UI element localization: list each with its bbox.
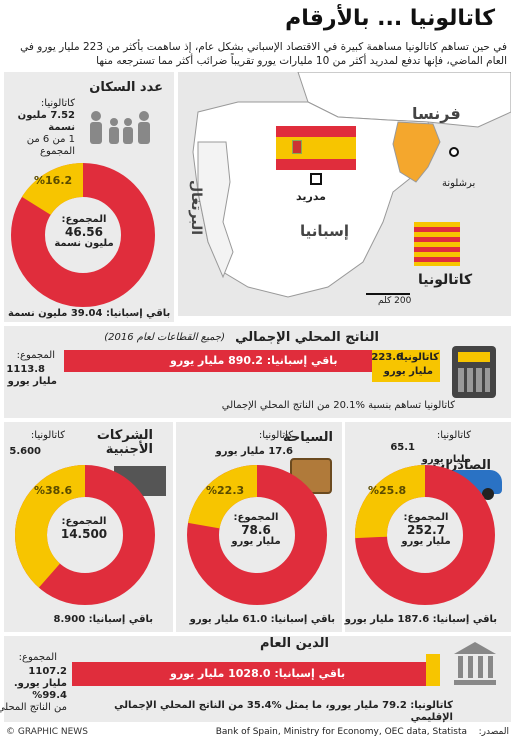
intro-text: في حين تساهم كاتالونيا مساهمة كبيرة في ا…: [20, 41, 507, 67]
population-total-unit: مليون نسمة: [54, 238, 114, 249]
population-donut: [11, 163, 155, 307]
gdp-title: الناتج المحلي الإجمالي: [235, 330, 379, 345]
footer-logo: © GRAPHIC NEWS: [6, 727, 88, 737]
page-title: كاتالونيا ... بالأرقام: [285, 6, 495, 31]
tourism-total: المجموع: 78.6 مليار يورو: [220, 512, 292, 548]
debt-rest-label: باقي إسبانيا: 1028.0 مليار يورو: [170, 667, 346, 680]
population-total-label: المجموع:: [61, 214, 107, 225]
map-label-france: فرنسا: [412, 104, 461, 123]
debt-cat-note: كاتالونيا: 79.2 مليار يورو، ما يمثل %35.…: [114, 700, 453, 723]
tourism-total-label: المجموع:: [233, 512, 279, 523]
catalonia-flag: [414, 222, 460, 266]
gdp-total-unit: مليار يورو: [7, 376, 57, 387]
foreign-title-1: الشركات: [96, 428, 153, 443]
gdp-total-value: 1113.8: [6, 364, 45, 375]
gdp-subtitle: (جميع القطاعات لعام 2016): [104, 332, 225, 343]
exports-total-unit: مليار يورو: [401, 536, 451, 547]
population-total-value: 46.56: [65, 225, 103, 239]
footer-source-label: المصدر:: [478, 727, 509, 737]
exports-rest: باقي إسبانيا: 187.6 مليار يورو: [344, 614, 497, 625]
foreign-cat-value: 5.600: [9, 446, 41, 457]
foreign-total-value: 14.500: [60, 527, 108, 541]
tourism-total-value: 78.6: [241, 523, 271, 537]
exports-cat-label: كاتالونيا:: [436, 430, 471, 441]
tourism-cat-label: كاتالونيا:: [258, 430, 293, 441]
map-label-portugal: البرتغال: [188, 180, 204, 236]
tourism-title: السياحة: [282, 430, 333, 445]
map: [178, 72, 511, 316]
foreign-title-2: الأجنبية: [105, 442, 153, 457]
map-scale: 200 كلم: [378, 296, 412, 306]
exports-cat-value: 65.1: [390, 442, 415, 453]
tourism-total-unit: مليار يورو: [231, 536, 281, 547]
population-total: المجموع: 46.56 مليون نسمة: [48, 214, 120, 250]
tourism-pct: %22.3: [206, 484, 245, 497]
debt-total-pct: %99.4: [32, 690, 67, 701]
footer-source: Bank of Spain, Ministry for Economy, OEC…: [215, 727, 467, 737]
debt-total-note: من الناتج المحلي: [0, 702, 67, 713]
gdp-cat-label: كاتالونيا:: [396, 352, 439, 363]
debt-total-value: 1107.2 مليار يورو.: [13, 666, 67, 689]
gdp-bar-rest: [64, 350, 372, 372]
map-label-spain: إسبانيا: [300, 222, 350, 240]
calculator-icon: [452, 346, 496, 398]
exports-total: المجموع: 252.7 مليار يورو: [390, 512, 462, 548]
debt-title: الدين العام: [259, 636, 329, 651]
exports-pct: %25.8: [368, 484, 407, 497]
people-icon: [86, 110, 152, 150]
map-label-barcelona: برشلونة: [442, 178, 476, 189]
tourism-rest: باقي إسبانيا: 61.0 مليار يورو: [189, 614, 335, 625]
population-pct: %16.2: [34, 174, 73, 187]
foreign-donut: [15, 465, 155, 605]
map-label-catalonia: كاتالونيا: [418, 272, 473, 288]
foreign-total-label: المجموع:: [61, 516, 107, 527]
gdp-rest-label: باقي إسبانيا: 890.2 مليار يورو: [170, 354, 338, 367]
debt-bar-cat: [426, 654, 440, 686]
exports-total-label: المجموع:: [403, 512, 449, 523]
exports-donut: [355, 465, 495, 605]
foreign-total: المجموع: 14.500: [48, 516, 120, 540]
population-title: عدد السكان: [89, 80, 163, 95]
exports-total-value: 252.7: [407, 523, 445, 537]
bank-icon: [452, 640, 498, 686]
gdp-note: كاتالونيا تساهم بنسبة %20.1 من الناتج ال…: [221, 400, 455, 411]
population-rest: باقي إسبانيا: 39.04 مليون نسمة: [8, 308, 171, 319]
population-ratio: 1 من 6 من المجموع: [26, 134, 75, 157]
population-catalonia-label: كاتالونيا:: [40, 98, 75, 109]
gdp-cat-unit: مليار يورو: [383, 366, 433, 377]
tourism-cat-value: 17.6 مليار يورو: [215, 446, 293, 457]
population-catalonia-value: 7.52 مليون نسمة: [17, 110, 75, 133]
tourism-donut: [187, 465, 327, 605]
foreign-cat-label: كاتالونيا:: [30, 430, 65, 441]
gdp-total-label: المجموع:: [16, 350, 55, 361]
exports-cat-unit: مليار يورو: [421, 454, 471, 465]
gdp-bar-cat: [372, 350, 440, 382]
foreign-rest: باقي إسبانيا: 8.900: [53, 614, 153, 625]
foreign-pct: %38.6: [34, 484, 73, 497]
debt-total-label: المجموع:: [18, 652, 57, 663]
debt-bar-rest: [72, 662, 426, 686]
gdp-cat-value: 223.6: [371, 352, 403, 363]
map-label-madrid: مدريد: [296, 190, 326, 203]
spain-flag: [276, 126, 356, 170]
